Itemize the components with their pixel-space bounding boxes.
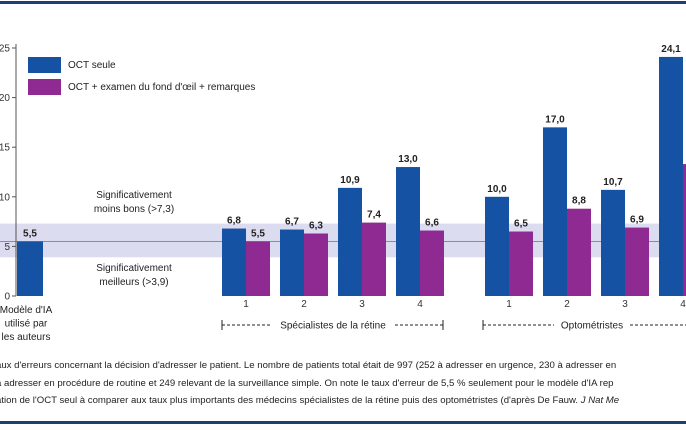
bar-chart: 0 5 10 15 20 25 OCT seule OCT + examen du fond … (0, 44, 686, 343)
bar-fond (420, 230, 444, 296)
bar-fond (683, 164, 686, 296)
bar-oct-value-label: 6,7 (285, 217, 299, 228)
bar-oct (659, 56, 683, 296)
bar-fond (567, 208, 591, 296)
bar-oct-value-label: 10,7 (603, 177, 623, 188)
category-tick-label: 1 (243, 299, 249, 310)
y-tick-label: 15 (0, 143, 10, 154)
bar-oct (485, 196, 509, 296)
group-label: Optométristes (561, 321, 623, 332)
annotation-worse-line: moins bons (>7,3) (94, 204, 174, 215)
legend-swatch-fond (28, 79, 61, 95)
y-tick-label: 10 (0, 192, 10, 203)
bar-fond (362, 222, 386, 296)
bar-fond-value-label: 6,9 (630, 215, 644, 226)
caption-source: J Nat Me (580, 395, 620, 406)
bar-oct (222, 228, 246, 296)
ai-model-bar (17, 241, 43, 296)
y-tick-label: 0 (4, 292, 10, 303)
ai-model-caption-line: les auteurs (2, 332, 51, 343)
bar-fond-value-label: 6,3 (309, 221, 323, 232)
legend-label-oct: OCT seule (68, 60, 116, 71)
ai-model-caption-line: utilisé par (5, 319, 48, 330)
bar-fond-value-label: 7,4 (367, 210, 381, 221)
bar-fond-value-label: 8,8 (572, 196, 586, 207)
bar-oct-value-label: 10,9 (340, 175, 360, 186)
bar-oct-value-label: 10,0 (487, 184, 507, 195)
category-tick-label: 4 (680, 299, 686, 310)
bar-oct-value-label: 24,1 (661, 44, 681, 55)
bar-fond (304, 233, 328, 296)
caption-line-1: aux d'erreurs concernant la décision d'a… (0, 360, 617, 371)
category-tick-label: 3 (359, 299, 365, 310)
bar-oct (280, 229, 304, 296)
legend-swatch-oct (28, 57, 61, 73)
category-tick-label: 4 (417, 299, 423, 310)
bar-oct-value-label: 17,0 (545, 114, 565, 125)
caption-line-2: à adresser en procédure de routine et 24… (0, 377, 614, 389)
bar-oct-value-label: 13,0 (398, 154, 418, 165)
group-label: Spécialistes de la rétine (280, 321, 386, 332)
top-rule (0, 1, 686, 4)
figure-caption: aux d'erreurs concernant la décision d'a… (0, 357, 686, 410)
category-tick-label: 2 (301, 299, 307, 310)
y-tick-label: 25 (0, 44, 10, 55)
category-tick-label: 1 (506, 299, 512, 310)
bar-fond (625, 227, 649, 296)
legend-label-fond: OCT + examen du fond d'œil + remarques (68, 82, 255, 93)
caption-line-3: ation de l'OCT seul à comparer aux taux … (0, 392, 686, 410)
bar-fond-value-label: 5,5 (251, 228, 265, 239)
y-tick-label: 20 (0, 93, 10, 104)
bar-fond (509, 231, 533, 296)
bar-fond-value-label: 6,6 (425, 218, 439, 229)
annotation-worse-line: Significativement (96, 190, 172, 201)
category-tick-label: 2 (564, 299, 570, 310)
annotation-better-line: Significativement (96, 263, 172, 274)
ai-model-value-label: 5,5 (23, 228, 37, 239)
bar-fond (246, 241, 270, 296)
bar-oct (543, 127, 567, 296)
annotation-better-line: meilleurs (>3,9) (99, 277, 168, 288)
caption-line-3-main: ation de l'OCT seul à comparer aux taux … (0, 395, 579, 406)
y-tick-label: 5 (4, 242, 10, 253)
ai-model-caption-line: Modèle d'IA (0, 305, 53, 316)
category-tick-label: 3 (622, 299, 628, 310)
bar-oct (338, 187, 362, 296)
bar-oct (396, 167, 420, 296)
bottom-rule (0, 421, 686, 424)
bar-oct-value-label: 6,8 (227, 216, 241, 227)
bar-fond-value-label: 6,5 (514, 219, 528, 230)
bar-oct (601, 189, 625, 296)
